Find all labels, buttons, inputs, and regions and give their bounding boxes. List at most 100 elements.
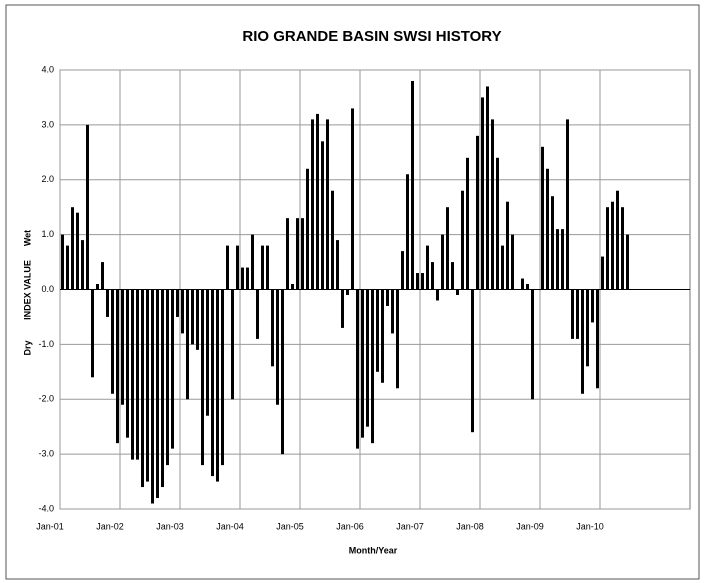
bar [266,245,269,290]
bar [531,289,534,400]
bar [131,289,134,460]
bar [596,289,599,389]
bar [441,234,444,290]
bar [256,289,259,339]
bar [236,245,239,290]
bar [76,212,79,290]
bar [496,157,499,290]
bar [541,146,544,290]
bar [506,201,509,290]
bar [376,289,379,372]
bar [146,289,149,482]
bar [81,240,84,290]
bar [351,108,354,290]
bar [396,289,399,389]
y-tick-label: -3.0 [38,449,54,459]
bar [436,289,439,301]
bar [281,289,284,455]
bar [556,229,559,290]
bar [546,168,549,290]
x-tick-label: Jan-05 [276,521,304,531]
bar [186,289,189,400]
bar [71,207,74,290]
x-tick-label: Jan-06 [336,521,364,531]
y-tick-label: 1.0 [41,229,54,239]
bar [106,289,109,317]
bar [581,289,584,394]
bar [221,289,224,466]
bar [561,229,564,290]
bar [356,289,359,449]
bar [156,289,159,499]
bar [431,262,434,290]
bar [181,289,184,334]
bar [126,289,129,438]
bar [271,289,274,367]
x-tick-label: Jan-09 [516,521,544,531]
bar [261,245,264,290]
bar [401,251,404,290]
bar [606,207,609,290]
bar [346,289,349,295]
bar [626,234,629,290]
x-tick-label: Jan-07 [396,521,424,531]
y-tick-label: 3.0 [41,119,54,129]
bar [226,245,229,290]
x-tick-label: Jan-10 [576,521,604,531]
bar [136,289,139,460]
bar [321,141,324,290]
bar [326,119,329,290]
bar [586,289,589,367]
bar [111,289,114,394]
bar [161,289,164,488]
bar [381,289,384,383]
bar [206,289,209,416]
bar [426,245,429,290]
y-tick-label: -4.0 [38,503,54,513]
chart-title: RIO GRANDE BASIN SWSI HISTORY [242,28,501,45]
bar [511,234,514,290]
bar [211,289,214,477]
bar [151,289,154,504]
bar [331,190,334,290]
bar [591,289,594,323]
bar [96,284,99,290]
bar [171,289,174,449]
bar [446,207,449,290]
bar [456,289,459,295]
bar [551,196,554,290]
bar [406,174,409,290]
bar [386,289,389,306]
bar [306,168,309,290]
bar [476,135,479,290]
bar [141,289,144,488]
y-tick-label: 0.0 [41,284,54,294]
bar [61,234,64,290]
bar [176,289,179,317]
bar [311,119,314,290]
bar [526,284,529,290]
bar [216,289,219,482]
bar [191,289,194,345]
bar [521,278,524,290]
bar [611,201,614,290]
bar [366,289,369,427]
bar [296,218,299,290]
bar [461,190,464,290]
bar [166,289,169,466]
x-tick-label: Jan-08 [456,521,484,531]
bar [361,289,364,438]
x-tick-label: Jan-01 [36,521,64,531]
bar [291,284,294,290]
bar [86,124,89,290]
x-axis-label: Month/Year [349,545,398,555]
bar [481,97,484,290]
bar [416,273,419,290]
bar [196,289,199,350]
x-tick-label: Jan-02 [96,521,124,531]
bar [246,267,249,290]
bar [451,262,454,290]
bar [231,289,234,400]
y-tick-label: -1.0 [38,339,54,349]
